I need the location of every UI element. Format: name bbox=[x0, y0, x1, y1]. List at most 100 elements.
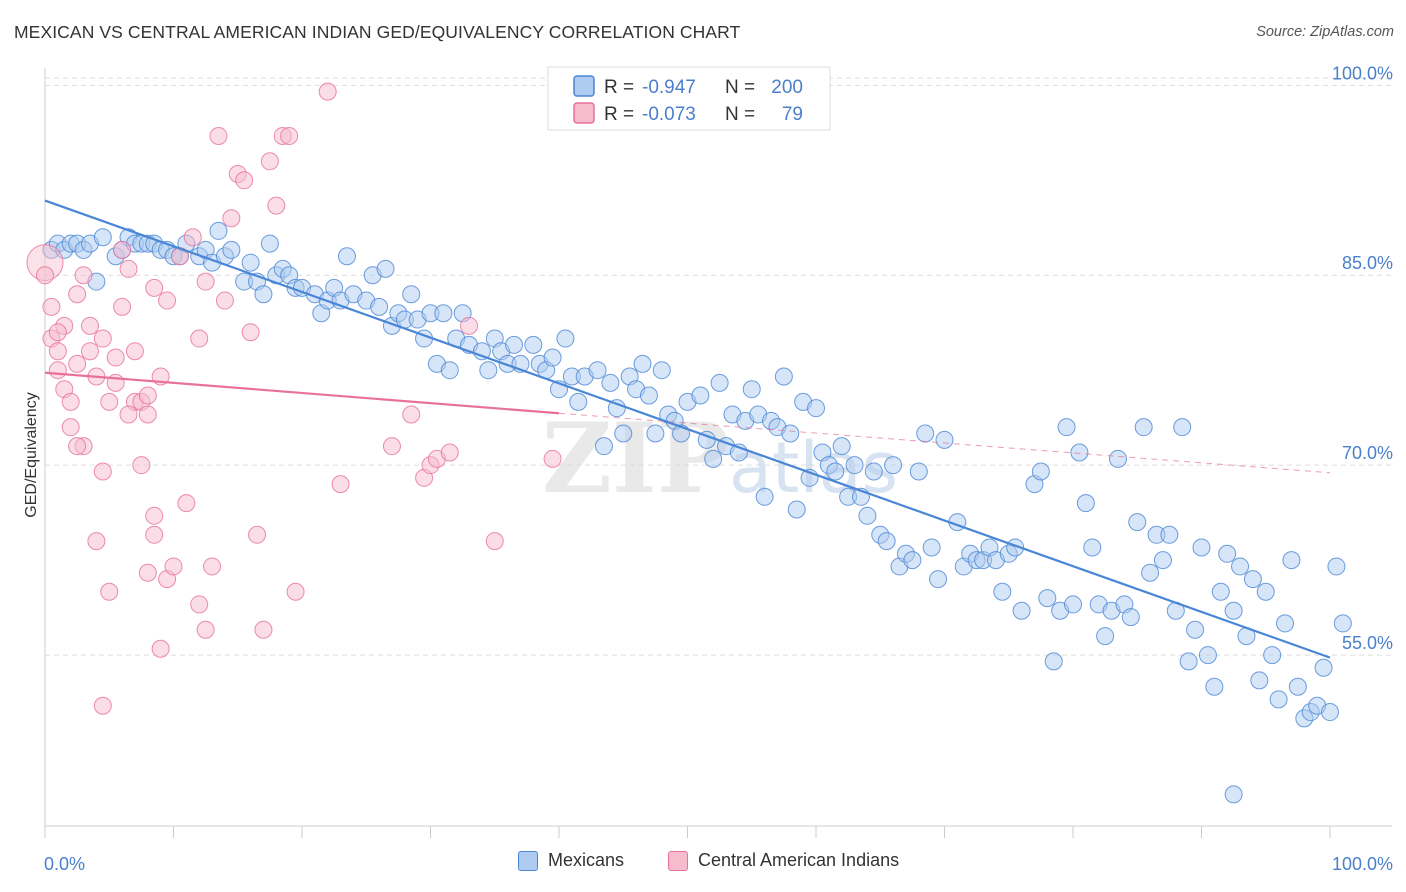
data-point bbox=[36, 266, 54, 285]
legend-r-value: -0.947 bbox=[642, 77, 696, 98]
data-point bbox=[1179, 652, 1198, 671]
data-point bbox=[1031, 462, 1050, 481]
data-point bbox=[151, 639, 170, 658]
data-point bbox=[742, 380, 761, 399]
data-point bbox=[652, 361, 671, 380]
data-point bbox=[106, 348, 125, 367]
data-point bbox=[826, 462, 845, 481]
data-point bbox=[1083, 538, 1102, 557]
data-point bbox=[434, 304, 453, 323]
data-point bbox=[1012, 601, 1031, 620]
data-point bbox=[691, 386, 710, 405]
data-point bbox=[1096, 627, 1115, 646]
data-point bbox=[138, 563, 157, 582]
data-point bbox=[1243, 570, 1262, 589]
data-point bbox=[1064, 595, 1082, 614]
data-point bbox=[1282, 551, 1301, 570]
data-point bbox=[222, 240, 241, 259]
data-point bbox=[203, 557, 222, 576]
data-point bbox=[884, 456, 903, 475]
data-point bbox=[1192, 538, 1211, 557]
gridlines bbox=[45, 77, 1392, 656]
data-point bbox=[877, 532, 896, 551]
data-point bbox=[267, 196, 286, 215]
data-point bbox=[93, 462, 112, 481]
data-point bbox=[93, 228, 112, 247]
data-point bbox=[93, 329, 112, 348]
legend-top: R = -0.947 N = 200 R = -0.073 N = 79 bbox=[547, 66, 831, 131]
y-tick-label: 70.0% bbox=[1342, 443, 1393, 463]
data-point bbox=[1108, 449, 1127, 468]
trend-line-central-american-indians bbox=[44, 371, 560, 415]
data-point bbox=[125, 342, 144, 361]
source-label: Source: ZipAtlas.com bbox=[1256, 24, 1394, 40]
data-point bbox=[704, 449, 723, 468]
data-point bbox=[196, 272, 215, 291]
data-point bbox=[1218, 544, 1237, 563]
data-point bbox=[241, 323, 260, 342]
data-point bbox=[1141, 563, 1160, 582]
data-point bbox=[440, 443, 459, 462]
legend-swatch-mexicans bbox=[518, 850, 538, 871]
data-point bbox=[1288, 677, 1307, 696]
legend-n-label: N = bbox=[725, 104, 755, 125]
data-point bbox=[183, 228, 202, 247]
data-point bbox=[113, 297, 132, 316]
data-point bbox=[1263, 646, 1282, 665]
legend-r-label: R = bbox=[604, 104, 634, 125]
legend-swatch bbox=[573, 102, 595, 124]
data-point bbox=[48, 361, 67, 380]
series-layer bbox=[26, 82, 1352, 804]
data-point bbox=[1057, 418, 1076, 437]
data-point bbox=[1205, 677, 1224, 696]
data-point bbox=[909, 462, 928, 481]
data-point bbox=[929, 570, 948, 589]
data-point bbox=[774, 367, 793, 386]
data-point bbox=[68, 285, 87, 304]
data-point bbox=[543, 449, 562, 468]
chart-title: MEXICAN VS CENTRAL AMERICAN INDIAN GED/E… bbox=[14, 22, 741, 42]
data-point bbox=[1198, 646, 1217, 665]
data-point bbox=[845, 456, 864, 475]
data-point bbox=[61, 392, 80, 411]
y-axis-label: GED/Equivalency bbox=[23, 392, 40, 517]
data-point bbox=[119, 259, 138, 278]
data-point bbox=[48, 323, 67, 342]
data-point bbox=[1128, 513, 1147, 532]
data-point bbox=[74, 266, 93, 285]
data-point bbox=[1224, 785, 1243, 804]
data-point bbox=[235, 171, 254, 190]
data-point bbox=[248, 525, 267, 544]
legend-item-mexicans[interactable]: Mexicans bbox=[518, 850, 624, 871]
data-point bbox=[80, 316, 99, 335]
data-point bbox=[543, 348, 562, 367]
data-point bbox=[607, 399, 626, 418]
data-point bbox=[209, 221, 228, 240]
data-point bbox=[222, 209, 241, 228]
legend-box bbox=[547, 66, 831, 131]
legend-swatch-central-american-indians bbox=[668, 850, 688, 871]
data-point bbox=[1276, 614, 1295, 633]
data-point bbox=[280, 126, 299, 145]
legend-item-central-american-indians[interactable]: Central American Indians bbox=[668, 850, 899, 871]
series-mexicans bbox=[42, 221, 1352, 804]
data-point bbox=[1224, 601, 1243, 620]
data-point bbox=[993, 582, 1012, 601]
data-point bbox=[588, 361, 607, 380]
data-point bbox=[1314, 658, 1333, 677]
data-point bbox=[100, 582, 119, 601]
data-point bbox=[1121, 608, 1140, 627]
data-point bbox=[209, 126, 228, 145]
data-point bbox=[331, 475, 350, 494]
data-point bbox=[485, 532, 504, 551]
data-point bbox=[935, 430, 954, 449]
data-point bbox=[1333, 614, 1352, 633]
data-point bbox=[80, 342, 99, 361]
data-point bbox=[190, 329, 209, 348]
data-point bbox=[87, 532, 106, 551]
data-point bbox=[1321, 703, 1339, 722]
data-point bbox=[916, 424, 935, 443]
data-point bbox=[138, 386, 157, 405]
data-point bbox=[1327, 557, 1346, 576]
data-point bbox=[1038, 589, 1057, 608]
